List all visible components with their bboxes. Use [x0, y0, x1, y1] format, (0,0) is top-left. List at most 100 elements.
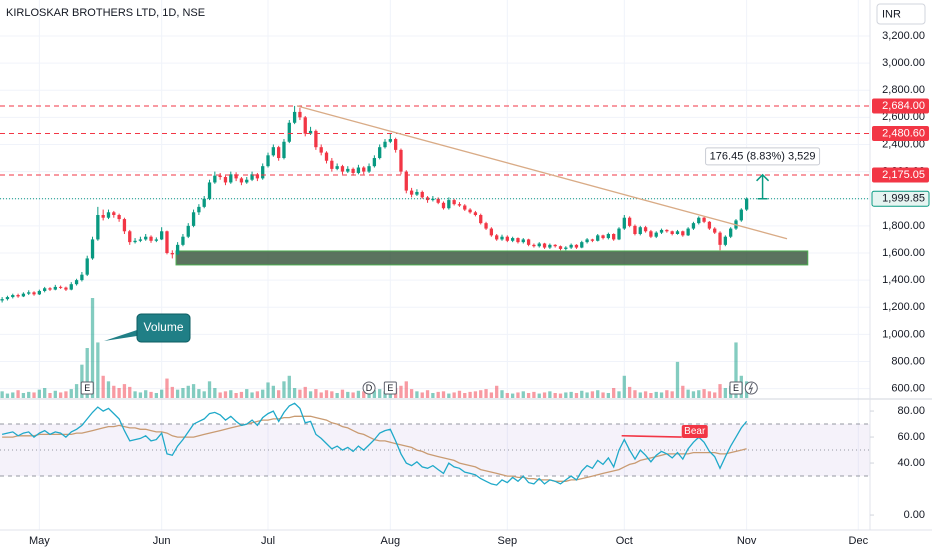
- candle-body: [420, 191, 424, 198]
- volume-bar: [340, 389, 345, 398]
- x-tick-label: Jun: [153, 535, 171, 547]
- volume-bar: [718, 384, 722, 398]
- volume-bar: [447, 393, 451, 398]
- candle-body: [548, 244, 552, 248]
- volume-bar: [596, 390, 600, 398]
- candle-body: [324, 152, 329, 161]
- candle-body: [399, 149, 403, 172]
- candle-body: [213, 175, 217, 183]
- candle-body: [154, 239, 158, 241]
- volume-bar: [643, 391, 648, 398]
- volume-bar: [144, 390, 148, 398]
- candle-body: [271, 147, 275, 156]
- volume-bar: [617, 391, 621, 398]
- volume-bar: [723, 388, 728, 398]
- event-label: E: [733, 383, 739, 393]
- candle-body: [707, 221, 712, 229]
- candle-body: [686, 228, 690, 236]
- volume-bar: [324, 390, 329, 398]
- y-tick-label: 1,000.00: [882, 328, 925, 340]
- candle-body: [484, 223, 488, 229]
- volume-bar: [229, 390, 233, 398]
- volume-bar: [69, 389, 73, 398]
- candle-body: [622, 217, 626, 229]
- volume-bar: [622, 375, 626, 398]
- candle-body: [48, 288, 52, 290]
- y-tick-label: 1,600.00: [882, 247, 925, 259]
- candle-body: [612, 233, 616, 240]
- volume-bar: [207, 381, 212, 398]
- volume-bar: [463, 393, 467, 398]
- volume-bar: [298, 389, 302, 398]
- volume-bar: [404, 381, 408, 398]
- volume-bar: [175, 389, 180, 398]
- candle-body: [0, 299, 4, 301]
- volume-bar: [64, 391, 68, 398]
- candle-body: [245, 179, 249, 183]
- volume-bar: [122, 384, 127, 398]
- candle-body: [53, 286, 57, 290]
- candle-body: [526, 239, 531, 245]
- bear-label: Bear: [684, 426, 706, 437]
- volume-bar: [202, 391, 206, 398]
- volume-bar: [128, 386, 132, 398]
- candle-body: [388, 139, 392, 142]
- candle-body: [101, 215, 105, 218]
- event-marker: [383, 381, 397, 395]
- level-label: 2,480.60: [882, 127, 925, 139]
- x-tick-label: May: [29, 535, 50, 547]
- y-tick-label: 2,600.00: [882, 111, 925, 123]
- candle-body: [617, 228, 621, 240]
- currency-box[interactable]: [876, 3, 926, 25]
- volume-bar: [245, 389, 249, 398]
- volume-bar: [564, 392, 568, 398]
- candle-body: [580, 242, 584, 248]
- candle-body: [186, 225, 190, 237]
- x-tick-label: Oct: [616, 535, 633, 547]
- volume-bar: [526, 393, 531, 398]
- level-label-box: [872, 98, 929, 114]
- callout-box: [136, 313, 191, 343]
- candle-body: [250, 174, 254, 180]
- candle-body: [287, 122, 291, 142]
- candle-body: [670, 231, 674, 234]
- candle-body: [697, 217, 701, 224]
- candle-body: [170, 252, 174, 255]
- event-marker: [80, 381, 94, 395]
- y-tick-label: 2,400.00: [882, 138, 925, 150]
- level-label-box: [872, 167, 929, 183]
- candle-body: [191, 212, 196, 226]
- candle-body: [218, 175, 222, 178]
- y-tick-label: 3,000.00: [882, 57, 925, 69]
- candle-body: [425, 197, 430, 201]
- candle-body: [627, 217, 632, 226]
- volume-bar: [234, 393, 238, 398]
- currency[interactable]: INR: [882, 8, 901, 20]
- candle-body: [261, 166, 265, 179]
- rsi-tick-label: 40.00: [897, 457, 925, 469]
- volume-bar: [197, 389, 201, 398]
- candle-body: [654, 232, 658, 237]
- volume-bar: [516, 392, 520, 398]
- volume-bar: [287, 375, 291, 398]
- candle-body: [702, 217, 706, 222]
- candle-body: [691, 223, 696, 229]
- candle-body: [404, 171, 408, 191]
- volume-bar: [436, 391, 440, 398]
- candle-body: [649, 231, 653, 237]
- volume-bar: [585, 392, 589, 398]
- volume-bar: [659, 392, 664, 398]
- candle-body: [713, 228, 717, 233]
- last-price-label: 1,999.85: [882, 193, 925, 205]
- volume-bar: [335, 393, 339, 398]
- candle-body: [574, 244, 579, 248]
- volume-bar: [670, 391, 674, 398]
- volume-bar: [532, 391, 536, 398]
- candle-body: [335, 166, 339, 169]
- volume-bar: [32, 392, 36, 398]
- volume-bar: [106, 381, 111, 398]
- volume-bar: [112, 385, 116, 398]
- candle-body: [239, 178, 244, 183]
- candle-body: [223, 177, 228, 183]
